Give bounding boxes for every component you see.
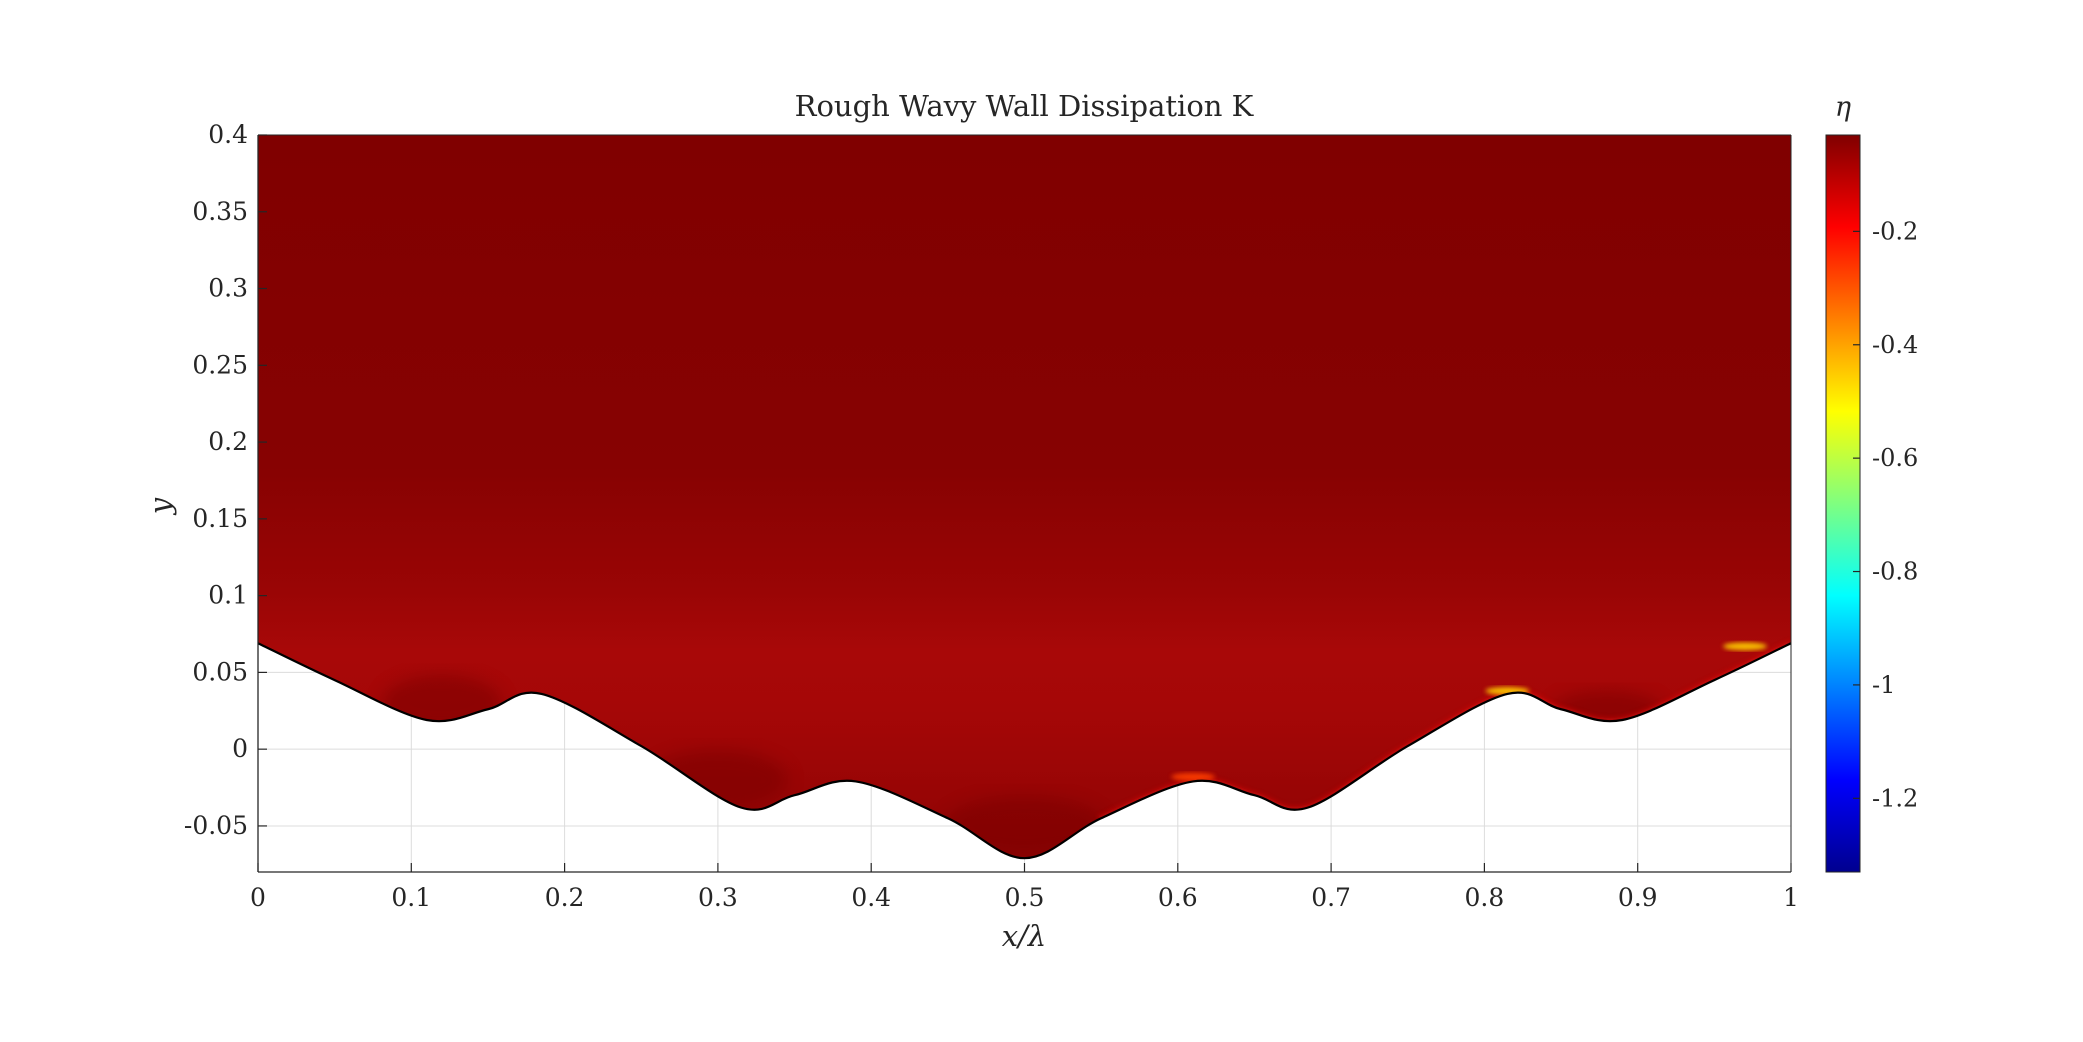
colorbar-ticks: -1.2 -1 -0.8 -0.6 -0.4 -0.2	[1853, 217, 1918, 812]
y-axis-label: y	[143, 497, 177, 516]
plot-area: 0 0.1 0.2 0.3 0.4 0.5 0.6 0.7 0.8 0.9 1 -0.05 0 0.05…	[184, 120, 1799, 912]
y-tick-label: -0.05	[184, 811, 248, 840]
colorbar-tick-label: -0.4	[1872, 331, 1918, 359]
x-tick-label: 0.8	[1465, 883, 1505, 912]
y-tick-label: 0.2	[208, 427, 248, 456]
y-tick-label: 0.05	[192, 657, 248, 686]
y-tick-label: 0.4	[208, 120, 248, 149]
valley-shade	[944, 795, 1105, 856]
x-tick-label: 0.1	[391, 883, 431, 912]
y-tick-label: 0.15	[192, 504, 248, 533]
x-tick-label: 0	[250, 883, 266, 912]
colorbar-gradient	[1825, 134, 1861, 873]
x-tick-label: 0.3	[698, 883, 738, 912]
x-tick-label: 0.9	[1618, 883, 1658, 912]
x-tick-label: 0.4	[851, 883, 891, 912]
y-tick-label: 0.3	[208, 274, 248, 303]
x-tick-label: 0.6	[1158, 883, 1198, 912]
x-tick-label: 1	[1783, 883, 1799, 912]
chart-title: Rough Wavy Wall Dissipation K	[795, 89, 1255, 123]
colorbar-tick-label: -1.2	[1872, 784, 1918, 812]
y-axis-ticks: -0.05 0 0.05 0.1 0.15 0.2 0.25 0.3 0.35 0.4	[184, 120, 267, 840]
field-background	[258, 135, 1791, 859]
x-tick-label: 0.5	[1005, 883, 1045, 912]
colorbar-label: η	[1835, 92, 1851, 123]
y-tick-label: 0.35	[192, 197, 248, 226]
colorbar-tick-label: -0.8	[1872, 558, 1918, 586]
colorbar: -1.2 -1 -0.8 -0.6 -0.4 -0.2 η	[1825, 92, 1918, 873]
colorbar-tick-label: -1	[1872, 671, 1895, 699]
colorbar-tick-label: -0.2	[1872, 217, 1918, 245]
wall-profile-curve	[257, 642, 1792, 860]
y-tick-label: 0.1	[208, 581, 248, 610]
near-wall-peak	[1171, 772, 1216, 781]
x-axis-label: x/λ	[1002, 919, 1047, 953]
valley-shade	[381, 675, 502, 732]
y-tick-label: 0.25	[192, 350, 248, 379]
x-axis-ticks: 0 0.1 0.2 0.3 0.4 0.5 0.6 0.7 0.8 0.9 1	[250, 863, 1799, 912]
dissipation-field	[258, 135, 1791, 859]
x-tick-label: 0.7	[1311, 883, 1351, 912]
x-tick-label: 0.2	[545, 883, 585, 912]
y-tick-label: 0	[232, 734, 248, 763]
colorbar-tick-label: -0.6	[1872, 444, 1918, 472]
near-wall-peak	[1723, 642, 1768, 651]
